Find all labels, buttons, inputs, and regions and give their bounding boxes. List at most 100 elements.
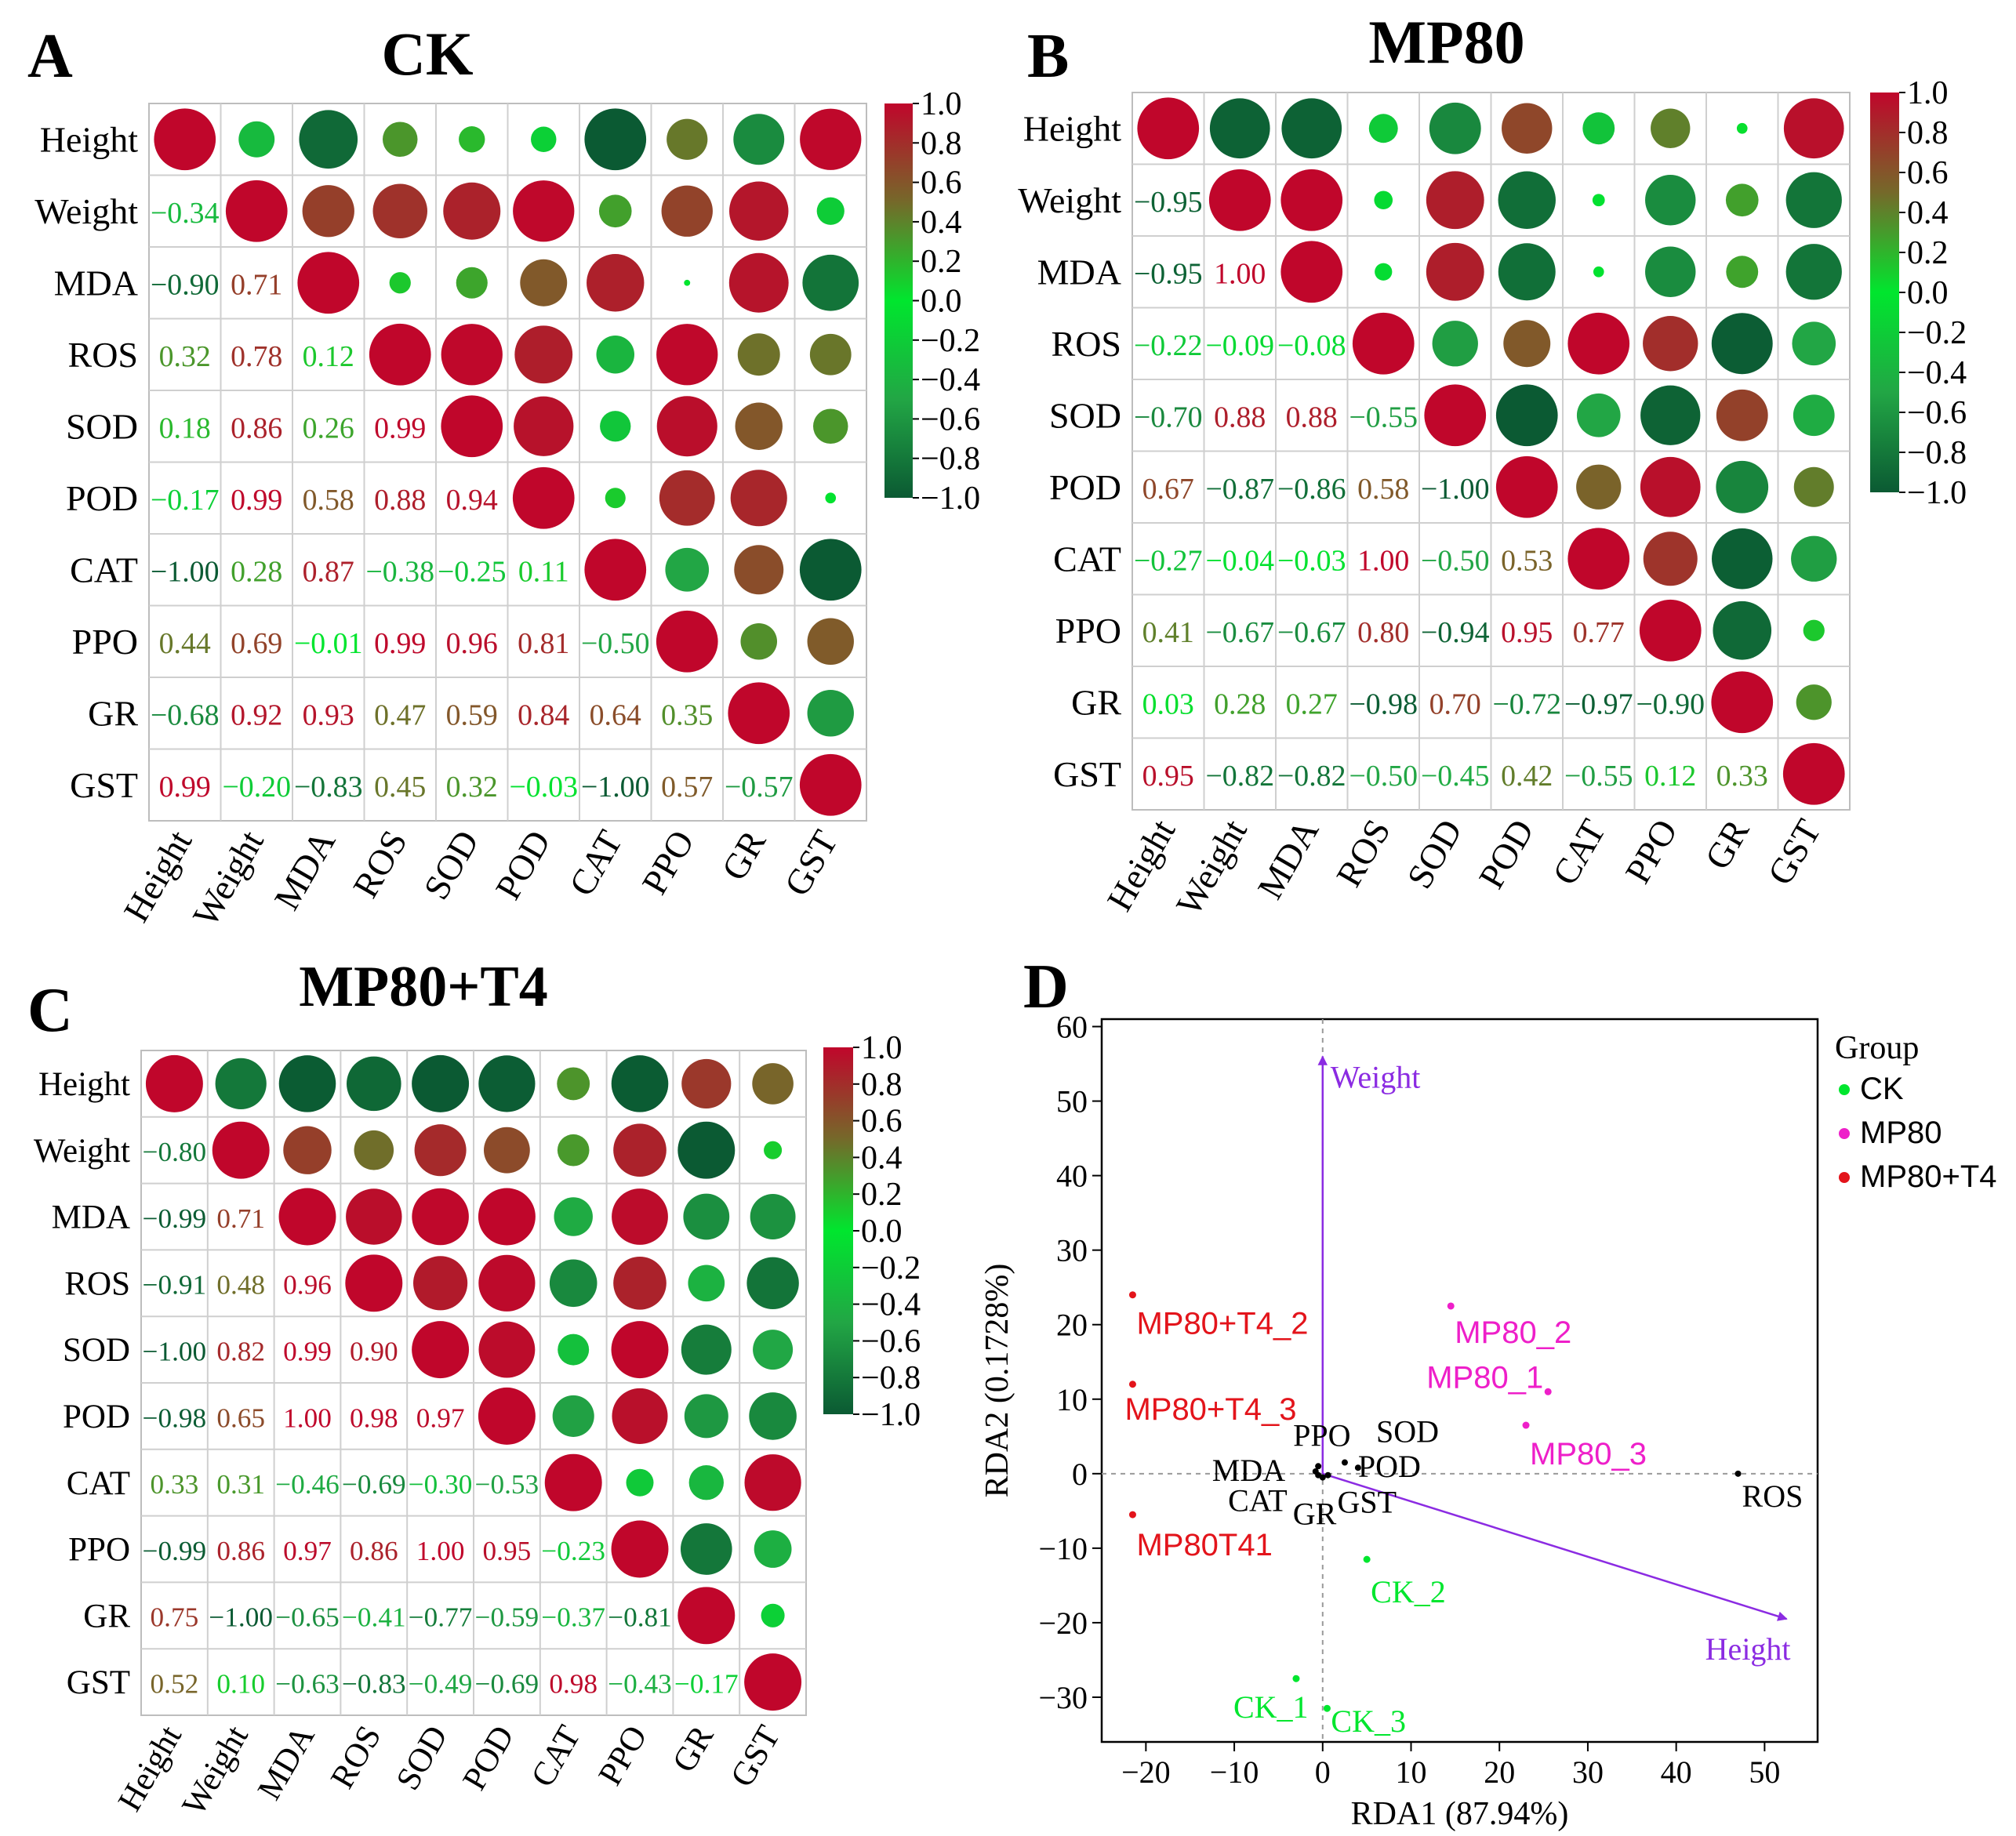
corrplot-panel-b: B MP80HeightHeightWeightWeight−0.95MDAMDA… [1018,8,1967,922]
colorbar [884,103,913,498]
column-label: POD [456,1720,521,1797]
correlation-value: 0.28 [231,556,282,589]
correlation-circle [802,254,859,311]
row-label: ROS [68,335,138,375]
correlation-value: −0.27 [1134,545,1203,578]
correlation-value: 0.99 [374,412,426,445]
correlation-value: 0.93 [303,699,354,732]
correlation-circle [1796,684,1832,720]
correlation-circle [1567,528,1630,590]
correlation-value: −0.22 [1134,329,1203,362]
correlation-value: 0.80 [1357,616,1409,649]
colorbar-tick-label: −0.6 [1907,395,1967,431]
correlation-circle [816,197,845,225]
colorbar-tick-label: 0.6 [921,165,962,201]
correlation-circle [677,1587,736,1645]
correlation-circle [746,1257,799,1310]
correlation-circle [1713,601,1772,660]
correlation-circle [1495,384,1558,447]
correlation-value: 0.48 [216,1270,265,1301]
correlation-circle [1368,114,1398,143]
row-label: Height [1023,108,1121,148]
column-label: GST [724,1720,787,1794]
correlation-value: −1.00 [151,556,220,589]
correlation-value: −0.99 [143,1536,207,1566]
correlation-circle [478,1254,536,1312]
correlation-circle [807,690,854,737]
y-tick-label: −30 [1038,1680,1088,1715]
row-label: SOD [1049,395,1121,435]
correlation-value: 0.75 [151,1602,199,1633]
y-tick-label: 0 [1072,1457,1088,1492]
correlation-value: 0.90 [350,1337,398,1367]
correlation-value: 0.98 [549,1669,598,1700]
correlation-circle [730,470,787,527]
column-label: SOD [1399,813,1469,895]
row-label: CAT [1053,539,1121,579]
correlation-value: −0.43 [608,1669,672,1700]
correlation-circle [728,252,789,313]
correlation-value: −0.20 [222,771,291,804]
correlation-value: 0.12 [303,340,354,373]
correlation-circle [412,1188,469,1246]
correlation-value: −0.55 [1349,401,1418,434]
colorbar-tick-label: 0.2 [921,244,962,280]
correlation-circle [345,1254,403,1312]
correlation-circle [212,1121,270,1179]
correlation-circle [809,333,852,376]
x-tick-label: −10 [1210,1754,1259,1790]
x-tick-label: 40 [1661,1754,1692,1790]
correlation-circle [587,254,645,312]
colorbar-tick-label: −0.8 [861,1360,921,1396]
correlation-circle [456,267,488,299]
correlation-circle [557,1067,590,1101]
correlation-value: −0.25 [438,556,507,589]
correlation-circle [753,1330,794,1370]
corrplot-panel-c: C MP80+T4HeightHeightWeightWeight−0.80MDA… [27,955,921,1822]
colorbar-tick-label: 0.8 [861,1067,903,1103]
correlation-value: 0.95 [1142,760,1194,793]
colorbar-tick-label: 1.0 [921,86,962,122]
correlation-value: 0.35 [661,699,713,732]
x-tick-label: 50 [1749,1754,1780,1790]
correlation-circle [665,547,710,592]
row-label: Weight [35,191,138,231]
correlation-value: −0.82 [1277,760,1346,793]
correlation-circle [800,108,862,170]
sample-label: CK_1 [1233,1689,1309,1725]
correlation-value: 0.42 [1501,760,1553,793]
correlation-value: −0.03 [509,771,578,804]
row-label: ROS [64,1265,130,1302]
colorbar-tick-label: 0.0 [921,284,962,320]
correlation-value: 0.99 [159,771,211,804]
colorbar-tick-label: 0.4 [1907,195,1949,231]
sample-label: MP80+T4_3 [1124,1392,1296,1427]
correlation-circle [1426,242,1484,301]
correlation-value: −0.67 [1277,616,1346,649]
correlation-value: 0.84 [518,699,569,732]
correlation-value: 0.97 [283,1536,332,1566]
correlation-value: 0.97 [416,1402,465,1433]
correlation-circle [382,122,418,158]
row-label: Weight [1018,180,1121,220]
correlation-value: 0.53 [1501,545,1553,578]
y-tick-label: −20 [1038,1606,1088,1641]
correlation-circle [1567,312,1630,375]
correlation-circle [1429,102,1481,154]
correlation-value: −0.70 [1134,401,1203,434]
correlation-value: 0.58 [303,484,354,517]
column-label: PPO [1618,813,1685,891]
row-label: PPO [72,622,138,662]
correlation-circle [611,1055,669,1112]
correlation-value: 0.87 [303,556,354,589]
correlation-value: 0.31 [216,1469,265,1500]
correlation-circle [1792,321,1836,366]
row-label: MDA [54,263,138,303]
correlation-circle [750,1194,796,1239]
correlation-circle [1137,97,1200,160]
correlation-circle [1593,266,1604,278]
correlation-circle [1498,243,1556,301]
correlation-circle [684,1394,728,1439]
row-label: POD [63,1399,130,1435]
